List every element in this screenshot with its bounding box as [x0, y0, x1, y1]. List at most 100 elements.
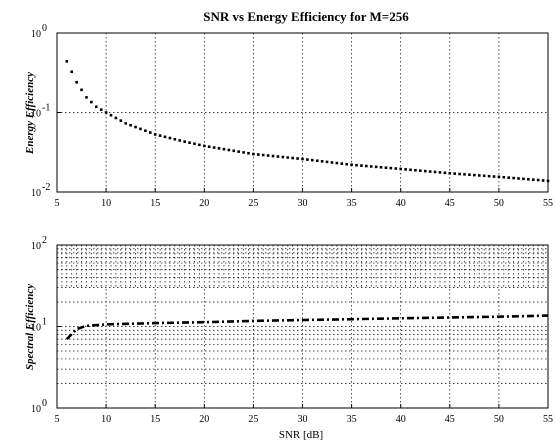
energy-efficiency-point [232, 149, 236, 153]
spectral-xtick-label: 50 [494, 414, 504, 425]
spectral-ytick-label: 10 [31, 404, 41, 415]
energy-efficiency-point [443, 171, 447, 175]
energy-efficiency-point [85, 96, 88, 99]
energy-efficiency-point [345, 162, 348, 166]
energy-efficiency-point [507, 176, 511, 179]
spectral-xtick-label: 55 [543, 414, 553, 425]
energy-efficiency-point [70, 70, 74, 74]
energy-efficiency-point [124, 122, 128, 125]
energy-efficiency-point [80, 88, 83, 92]
energy-efficiency-point [119, 119, 123, 122]
snr-axis-label: SNR [dB] [279, 429, 323, 441]
energy-efficiency-point [531, 178, 535, 181]
spectral-xtick-label: 15 [150, 414, 160, 425]
energy-xtick-label: 30 [298, 198, 308, 209]
energy-xtick-label: 15 [150, 198, 160, 209]
spectral-ytick-exponent: 1 [42, 317, 47, 328]
energy-efficiency-point [261, 153, 265, 157]
energy-efficiency-point [502, 175, 506, 179]
energy-xtick-label: 5 [55, 198, 60, 209]
energy-efficiency-point [291, 156, 294, 160]
energy-efficiency-point [144, 129, 147, 133]
energy-efficiency-point [286, 156, 290, 159]
spectral-xtick-label: 40 [396, 414, 406, 425]
energy-efficiency-point [497, 175, 501, 179]
energy-efficiency-point [492, 175, 496, 178]
energy-efficiency-point [163, 135, 167, 139]
energy-efficiency-point [90, 100, 93, 104]
energy-efficiency-point [153, 133, 157, 136]
energy-efficiency-point [99, 108, 103, 111]
energy-efficiency-point [409, 168, 412, 172]
energy-efficiency-point [394, 167, 398, 170]
spectral-ytick-label: 10 [31, 241, 41, 252]
energy-efficiency-point [139, 127, 142, 131]
energy-efficiency-point [168, 136, 172, 140]
energy-efficiency-point [207, 145, 211, 149]
energy-efficiency-point [252, 152, 255, 156]
energy-xtick-label: 25 [248, 198, 258, 209]
energy-efficiency-point [379, 165, 383, 169]
spectral-xtick-label: 35 [347, 414, 357, 425]
energy-ytick-label: 10 [31, 109, 41, 120]
energy-efficiency-point [487, 174, 491, 178]
energy-efficiency-point [350, 163, 353, 167]
energy-xtick-label: 35 [347, 198, 357, 209]
energy-efficiency-point [148, 131, 152, 134]
energy-efficiency-point [463, 173, 466, 176]
energy-efficiency-point [369, 165, 373, 168]
energy-efficiency-point [423, 169, 427, 173]
energy-efficiency-point [541, 179, 545, 182]
energy-ytick-exponent: -2 [42, 182, 50, 193]
energy-efficiency-point [271, 154, 275, 158]
energy-efficiency-point [247, 151, 250, 155]
spectral-xtick-label: 5 [55, 414, 60, 425]
energy-efficiency-point [276, 155, 280, 158]
energy-efficiency-point [198, 143, 201, 147]
energy-efficiency-point [355, 163, 358, 167]
energy-xtick-label: 50 [494, 198, 504, 209]
energy-efficiency-point [448, 171, 452, 175]
energy-efficiency-axis-label: Energy Efficiency [24, 72, 36, 155]
energy-efficiency-point [473, 173, 476, 177]
energy-efficiency-point [222, 147, 226, 151]
energy-efficiency-point [301, 157, 304, 161]
energy-efficiency-point [438, 171, 442, 174]
energy-ytick-exponent: 0 [42, 23, 47, 34]
energy-efficiency-point [94, 105, 98, 109]
energy-efficiency-point [315, 159, 319, 163]
energy-efficiency-point [311, 158, 314, 162]
spectral-efficiency-axis-label: Spectral Efficiency [24, 284, 36, 370]
energy-efficiency-point [306, 158, 309, 161]
energy-efficiency-point [360, 164, 363, 167]
energy-efficiency-point [428, 170, 432, 173]
energy-efficiency-point [384, 166, 388, 169]
energy-efficiency-point [517, 177, 520, 180]
energy-efficiency-point [453, 172, 457, 175]
energy-ytick-label: 10 [31, 29, 41, 40]
energy-efficiency-point [468, 173, 471, 177]
energy-efficiency-point [536, 178, 540, 182]
energy-efficiency-point [193, 142, 196, 146]
energy-efficiency-point [257, 153, 260, 156]
spectral-xtick-label: 45 [445, 414, 455, 425]
spectral-xtick-label: 30 [298, 414, 308, 425]
energy-efficiency-point [227, 148, 231, 152]
energy-efficiency-point [546, 179, 550, 183]
chart-title: SNR vs Energy Efficiency for M=256 [203, 9, 409, 24]
energy-efficiency-point [419, 169, 422, 172]
energy-efficiency-point [109, 113, 113, 117]
energy-efficiency-point [404, 168, 407, 171]
energy-efficiency-point [114, 116, 118, 120]
spectral-ytick-exponent: 0 [42, 398, 47, 409]
energy-efficiency-point [340, 162, 344, 165]
energy-efficiency-point [335, 161, 339, 165]
energy-efficiency-point [183, 140, 186, 143]
energy-ytick-exponent: -1 [42, 103, 50, 114]
energy-efficiency-point [75, 80, 78, 84]
energy-efficiency-point [512, 176, 515, 180]
energy-efficiency-point [104, 111, 108, 114]
spectral-ytick-label: 10 [31, 323, 41, 334]
